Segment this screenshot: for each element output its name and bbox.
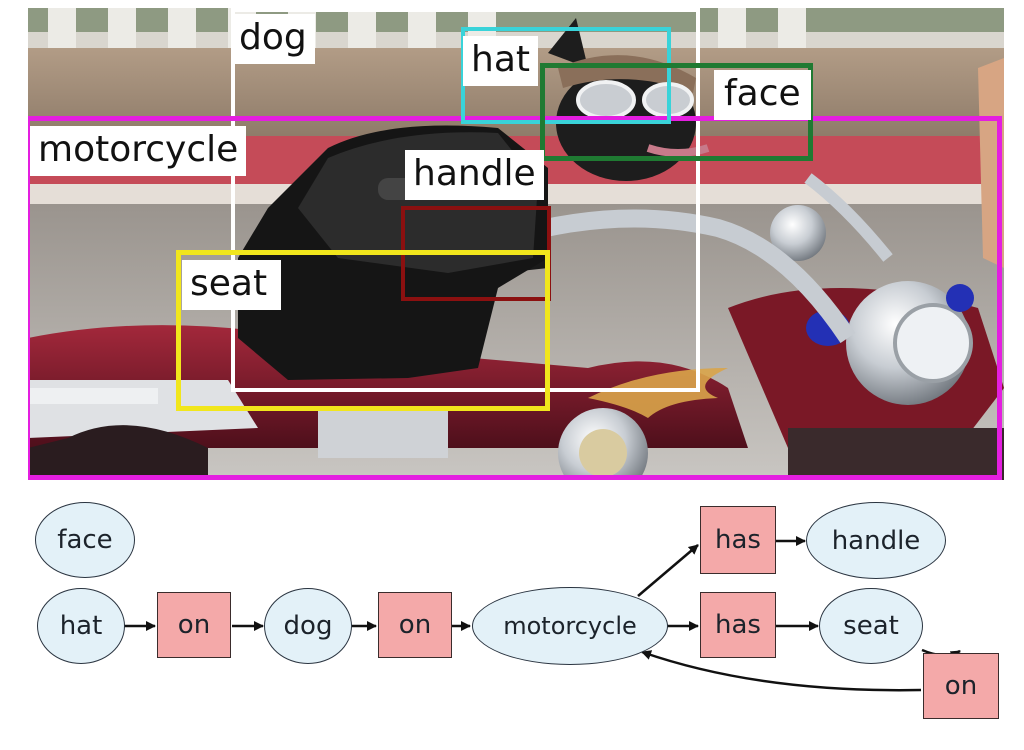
scene-photo: dog hat face motorcycle handle seat <box>28 8 1004 480</box>
node-dog: dog <box>264 588 352 664</box>
hat-label: hat <box>463 36 538 86</box>
scene-graph: face hat dog motorcycle handle seat on o… <box>0 488 1024 750</box>
face-label: face <box>714 70 811 120</box>
node-seat: seat <box>819 588 923 664</box>
node-rel-motorcycle-has-handle: has <box>700 506 776 574</box>
handle-label: handle <box>405 150 544 200</box>
node-rel-seat-on-motorcycle: on <box>923 653 999 719</box>
motorcycle-bbox <box>28 116 1002 480</box>
node-face: face <box>35 502 135 578</box>
edge-on-motorcycle-back <box>641 650 922 692</box>
node-hat: hat <box>37 588 125 664</box>
node-rel-hat-on-dog: on <box>157 592 231 658</box>
edge-motorcycle-has-handle <box>637 544 699 597</box>
node-motorcycle: motorcycle <box>472 587 668 665</box>
motorcycle-label: motorcycle <box>30 126 247 176</box>
node-handle: handle <box>806 502 946 579</box>
node-rel-motorcycle-has-seat: has <box>700 592 776 658</box>
seat-bbox <box>176 250 550 411</box>
node-rel-dog-on-motorcycle: on <box>378 592 452 658</box>
seat-label: seat <box>182 260 282 310</box>
dog-label: dog <box>231 14 315 64</box>
graph-edges <box>124 536 961 692</box>
dog-bbox <box>231 8 700 392</box>
